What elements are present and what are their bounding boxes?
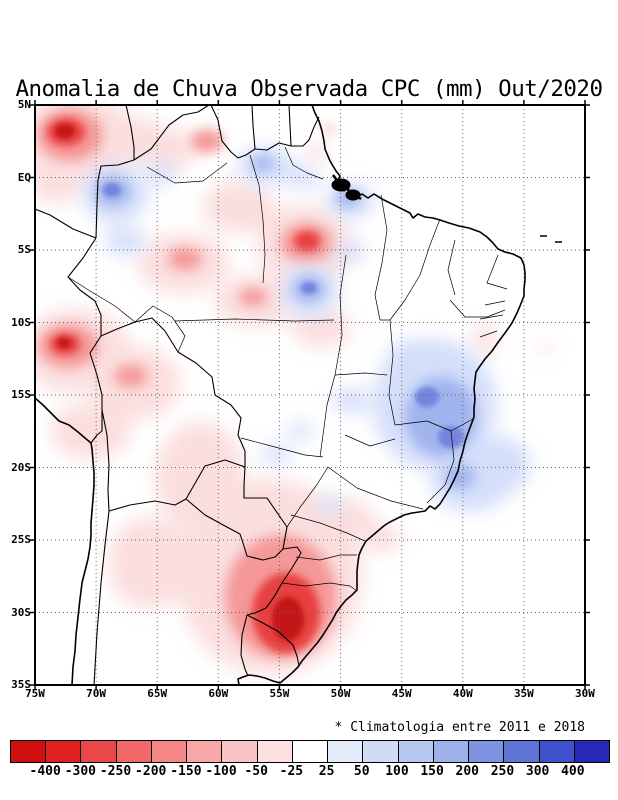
rain-anomaly-field — [35, 105, 552, 675]
colorbar-cell-10 — [363, 741, 399, 762]
lon-label-45W: 45W — [391, 687, 412, 700]
colorbar-cell-11 — [398, 741, 434, 762]
colorbar-cell-16 — [574, 741, 609, 762]
lat-label-5S: 5S — [17, 243, 31, 256]
colorbar-label--100: -100 — [205, 764, 237, 779]
colorbar-label-300: 300 — [525, 764, 550, 779]
colorbar-label--25: -25 — [279, 764, 304, 779]
colorbar-label--50: -50 — [244, 764, 268, 779]
colorbar-label--400: -400 — [29, 764, 61, 779]
colorbar-label--150: -150 — [170, 764, 202, 779]
lon-label-50W: 50W — [330, 687, 351, 700]
colorbar-label-100: 100 — [385, 764, 409, 779]
map-frame — [34, 104, 586, 686]
lon-label-70W: 70W — [86, 687, 107, 700]
colorbar-label-50: 50 — [353, 764, 370, 779]
lat-label-25S: 25S — [11, 533, 31, 546]
lon-label-75W: 75W — [25, 687, 45, 700]
colorbar-cell-12 — [433, 741, 470, 762]
lat-label-10S: 10S — [11, 315, 31, 329]
lon-label-40W: 40W — [452, 687, 473, 700]
colorbar-cell-0 — [11, 741, 47, 762]
lon-label-55W: 55W — [269, 687, 290, 700]
island-marks — [540, 235, 562, 243]
colorbar-cell-3 — [116, 741, 152, 762]
anomaly-dark-red-layer — [55, 124, 304, 641]
lat-label-5N: 5N — [17, 98, 31, 111]
lon-label-30W: 30W — [575, 687, 595, 700]
colorbar-cell-4 — [151, 741, 188, 762]
colorbar-label-150: 150 — [420, 764, 444, 779]
colorbar — [10, 740, 610, 763]
lon-label-65W: 65W — [147, 687, 168, 700]
anomaly-map — [30, 100, 590, 690]
colorbar-label--200: -200 — [135, 764, 167, 779]
colorbar-label-250: 250 — [490, 764, 515, 779]
grid-lines — [35, 105, 585, 685]
lat-label-15S: 15S — [11, 388, 31, 401]
colorbar-label--250: -250 — [99, 764, 132, 779]
colorbar-label-200: 200 — [455, 764, 480, 779]
state-borders — [67, 146, 508, 592]
lat-label-30S: 30S — [11, 605, 31, 619]
colorbar-label-400: 400 — [561, 764, 585, 779]
lat-label-35S: 35S — [11, 678, 31, 691]
page-title: Anomalia de Chuva Observada CPC (mm) Out… — [15, 76, 603, 102]
colorbar-cell-15 — [539, 741, 575, 762]
country-borders — [35, 105, 320, 685]
coastline — [35, 105, 526, 685]
colorbar-cell-6 — [222, 741, 258, 762]
lat-label-EQ: EQ — [17, 170, 31, 184]
amazon-delta — [331, 174, 362, 201]
colorbar-cell-7 — [257, 741, 293, 762]
colorbar-cell-8 — [292, 741, 329, 762]
colorbar-cell-9 — [328, 741, 364, 762]
colorbar-cell-2 — [81, 741, 117, 762]
lon-label-60W: 60W — [208, 687, 229, 700]
colorbar-cell-14 — [504, 741, 540, 762]
climatology-footnote: * Climatologia entre 2011 e 2018 — [334, 720, 585, 735]
lat-label-20S: 20S — [11, 460, 31, 474]
lon-label-35W: 35W — [513, 687, 534, 700]
colorbar-cell-1 — [46, 741, 82, 762]
colorbar-label-25: 25 — [318, 764, 335, 779]
colorbar-cell-5 — [187, 741, 223, 762]
anomaly-dark-blue-layer — [103, 183, 464, 448]
colorbar-label--300: -300 — [64, 764, 96, 779]
colorbar-cell-13 — [469, 741, 505, 762]
